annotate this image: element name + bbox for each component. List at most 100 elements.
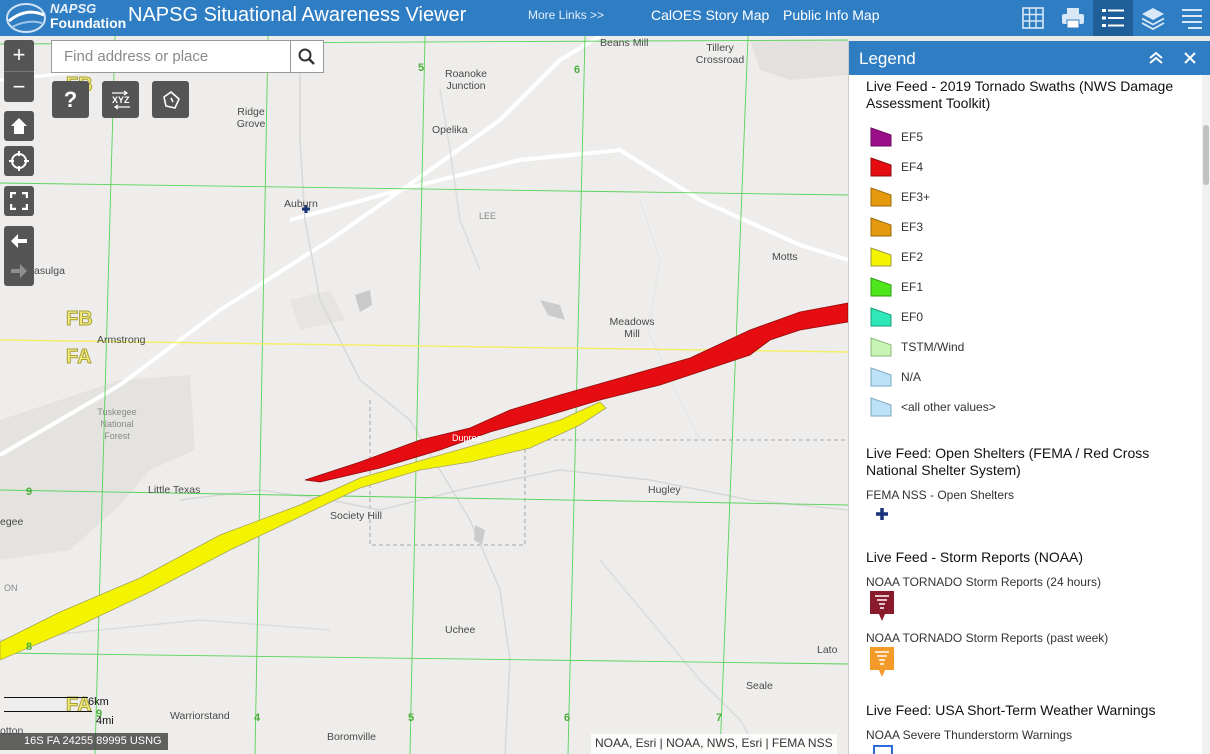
layer-subtitle-storm-week: NOAA TORNADO Storm Reports (past week) xyxy=(866,631,1109,645)
swatch-icon xyxy=(870,187,892,207)
next-extent-button[interactable] xyxy=(4,256,34,286)
calo-es-story-map-link[interactable]: CalOES Story Map xyxy=(651,7,770,23)
place-boromville: Boromville xyxy=(327,731,377,743)
place-lee-county: LEE xyxy=(479,211,497,221)
zoom-control: + − xyxy=(4,40,34,102)
app-header: NAPSG Foundation NAPSG Situational Aware… xyxy=(0,0,1210,36)
logo-line1: NAPSG xyxy=(50,1,97,16)
logo-line2: Foundation xyxy=(50,15,127,31)
menu-button[interactable] xyxy=(1173,0,1210,36)
place-meadows-mill: Meadows Mill xyxy=(609,316,655,340)
layer-subtitle-fema-nss: FEMA NSS - Open Shelters xyxy=(866,488,1015,502)
layer-title-storm-reports: Live Feed - Storm Reports (NOAA) xyxy=(866,549,1084,565)
legend-item-ef2: EF2 xyxy=(869,246,923,268)
svg-text:XYZ: XYZ xyxy=(112,95,130,105)
close-icon xyxy=(1184,52,1196,64)
help-button[interactable]: ? xyxy=(52,81,89,118)
place-dupree: Dupree xyxy=(452,433,482,443)
app-title: NAPSG Situational Awareness Viewer xyxy=(128,4,467,26)
layer-title-open-shelters: Live Feed: Open Shelters (FEMA / Red Cro… xyxy=(866,445,1150,478)
place-warriorstand: Warriorstand xyxy=(170,710,230,722)
place-roanoke-junction: Roanoke Junction xyxy=(444,68,488,92)
collapse-legend-button[interactable] xyxy=(1145,47,1167,69)
usng-label-fa-bottom: FA xyxy=(66,694,93,717)
legend-item-all-other: <all other values> xyxy=(869,396,996,418)
arrow-left-icon xyxy=(11,234,27,248)
place-auburn: Auburn xyxy=(284,198,318,210)
napsg-logo[interactable]: NAPSG Foundation xyxy=(4,1,126,35)
map-view[interactable]: Beans Mill Tillery Crossroad Roanoke Jun… xyxy=(0,36,848,754)
legend-scrollbar[interactable] xyxy=(1202,75,1210,754)
place-asulga: asulga xyxy=(34,265,65,277)
place-tuskegee-forest: Tuskegee National Forest xyxy=(97,407,137,441)
coordinate-readout: 16S FA 24255 89995 USNG xyxy=(0,733,168,750)
swatch-icon xyxy=(870,217,892,237)
print-button[interactable] xyxy=(1053,0,1093,36)
swatch-icon xyxy=(870,127,892,147)
print-icon xyxy=(1062,8,1084,29)
grid-number: 5 xyxy=(418,62,425,74)
place-society-hill: Society Hill xyxy=(330,510,382,522)
legend-item-ef5: EF5 xyxy=(869,126,923,148)
more-links-link[interactable]: More Links >> xyxy=(528,8,605,22)
legend-item-ef1: EF1 xyxy=(869,276,923,298)
place-ridge-grove: Ridge Grove xyxy=(236,106,266,130)
basemap-grid-icon xyxy=(1022,7,1044,29)
menu-icon xyxy=(1181,9,1202,29)
legend-item-ef3-plus: EF3+ xyxy=(869,186,930,208)
locate-crosshair-icon xyxy=(9,151,29,171)
draw-tool-button[interactable] xyxy=(152,81,189,118)
shelter-cross-icon xyxy=(876,508,888,520)
tornado-report-week-icon xyxy=(870,647,894,677)
place-uchee: Uchee xyxy=(445,624,476,636)
layer-title-weather-warnings: Live Feed: USA Short-Term Weather Warnin… xyxy=(866,702,1156,718)
locate-button[interactable] xyxy=(4,146,34,176)
swatch-icon xyxy=(870,337,892,357)
legend-header: Legend xyxy=(849,41,1210,75)
legend-scrollbar-thumb[interactable] xyxy=(1203,125,1209,185)
legend-item-ef0: EF0 xyxy=(869,306,923,328)
place-little-texas: Little Texas xyxy=(148,484,201,496)
legend-title: Legend xyxy=(859,49,916,68)
coordinate-conversion-button[interactable]: XYZ xyxy=(102,81,139,118)
place-beans-mill: Beans Mill xyxy=(600,37,649,49)
fullscreen-button[interactable] xyxy=(4,186,34,216)
public-info-map-link[interactable]: Public Info Map xyxy=(783,7,880,23)
place-egee: egee xyxy=(0,516,24,528)
search-button[interactable] xyxy=(290,41,323,72)
close-legend-button[interactable] xyxy=(1179,47,1201,69)
zoom-in-button[interactable]: + xyxy=(12,42,26,67)
swatch-icon xyxy=(870,277,892,297)
grid-number: 9 xyxy=(96,708,103,720)
home-button[interactable] xyxy=(4,111,34,141)
place-on: ON xyxy=(4,583,18,593)
layers-button[interactable] xyxy=(1133,0,1173,36)
place-tillery-crossroad: Tillery Crossroad xyxy=(695,42,745,66)
legend-panel: Legend Live Feed - 2019 Tornado Swaths (… xyxy=(848,41,1210,754)
map-attribution: NOAA, Esri | NOAA, NWS, Esri | FEMA NSS xyxy=(591,734,837,754)
map-canvas xyxy=(0,36,848,754)
basemap-grid-button[interactable] xyxy=(1013,0,1053,36)
previous-extent-button[interactable] xyxy=(4,226,34,256)
scale-km: 6km xyxy=(88,696,109,708)
legend-item-ef3: EF3 xyxy=(869,216,923,238)
layer-subtitle-thunderstorm: NOAA Severe Thunderstorm Warnings xyxy=(866,728,1073,742)
warning-swatch xyxy=(873,745,893,754)
swatch-icon xyxy=(870,307,892,327)
place-lato: Lato xyxy=(817,644,838,656)
place-armstrong: Armstrong xyxy=(97,334,146,346)
search-input[interactable] xyxy=(52,41,290,72)
legend-item-na: N/A xyxy=(869,366,921,388)
legend-item-ef4: EF4 xyxy=(869,156,923,178)
swatch-icon xyxy=(870,247,892,267)
tornado-report-24h-icon xyxy=(870,591,894,621)
zoom-out-button[interactable]: − xyxy=(12,74,26,99)
legend-list-icon xyxy=(1102,9,1124,27)
place-motts: Motts xyxy=(772,251,798,263)
xyz-icon: XYZ xyxy=(111,90,130,109)
arrow-right-icon xyxy=(11,264,27,278)
scale-mi: 4mi xyxy=(96,715,114,727)
place-opelika: Opelika xyxy=(432,124,468,136)
legend-button[interactable] xyxy=(1093,0,1133,36)
usng-label-fa: FA xyxy=(66,346,93,369)
